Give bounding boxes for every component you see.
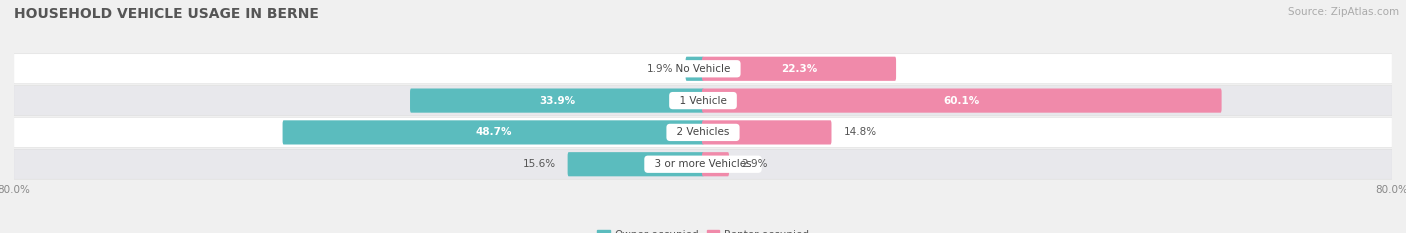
FancyBboxPatch shape bbox=[283, 120, 704, 144]
Text: 33.9%: 33.9% bbox=[538, 96, 575, 106]
FancyBboxPatch shape bbox=[14, 54, 1392, 84]
Text: 14.8%: 14.8% bbox=[844, 127, 876, 137]
FancyBboxPatch shape bbox=[686, 57, 704, 81]
FancyBboxPatch shape bbox=[702, 89, 1222, 113]
Text: Source: ZipAtlas.com: Source: ZipAtlas.com bbox=[1288, 7, 1399, 17]
FancyBboxPatch shape bbox=[702, 120, 831, 144]
Text: HOUSEHOLD VEHICLE USAGE IN BERNE: HOUSEHOLD VEHICLE USAGE IN BERNE bbox=[14, 7, 319, 21]
Text: 22.3%: 22.3% bbox=[780, 64, 817, 74]
Text: 1 Vehicle: 1 Vehicle bbox=[673, 96, 733, 106]
FancyBboxPatch shape bbox=[702, 152, 728, 176]
FancyBboxPatch shape bbox=[14, 86, 1392, 116]
Text: 1.9%: 1.9% bbox=[647, 64, 673, 74]
Text: 2 Vehicles: 2 Vehicles bbox=[671, 127, 735, 137]
Text: 48.7%: 48.7% bbox=[475, 127, 512, 137]
FancyBboxPatch shape bbox=[14, 149, 1392, 179]
Legend: Owner-occupied, Renter-occupied: Owner-occupied, Renter-occupied bbox=[593, 226, 813, 233]
Text: 15.6%: 15.6% bbox=[523, 159, 555, 169]
Text: 2.9%: 2.9% bbox=[741, 159, 768, 169]
Text: 60.1%: 60.1% bbox=[943, 96, 980, 106]
FancyBboxPatch shape bbox=[411, 89, 704, 113]
FancyBboxPatch shape bbox=[14, 117, 1392, 147]
FancyBboxPatch shape bbox=[568, 152, 704, 176]
Text: 3 or more Vehicles: 3 or more Vehicles bbox=[648, 159, 758, 169]
Text: No Vehicle: No Vehicle bbox=[669, 64, 737, 74]
FancyBboxPatch shape bbox=[702, 57, 896, 81]
